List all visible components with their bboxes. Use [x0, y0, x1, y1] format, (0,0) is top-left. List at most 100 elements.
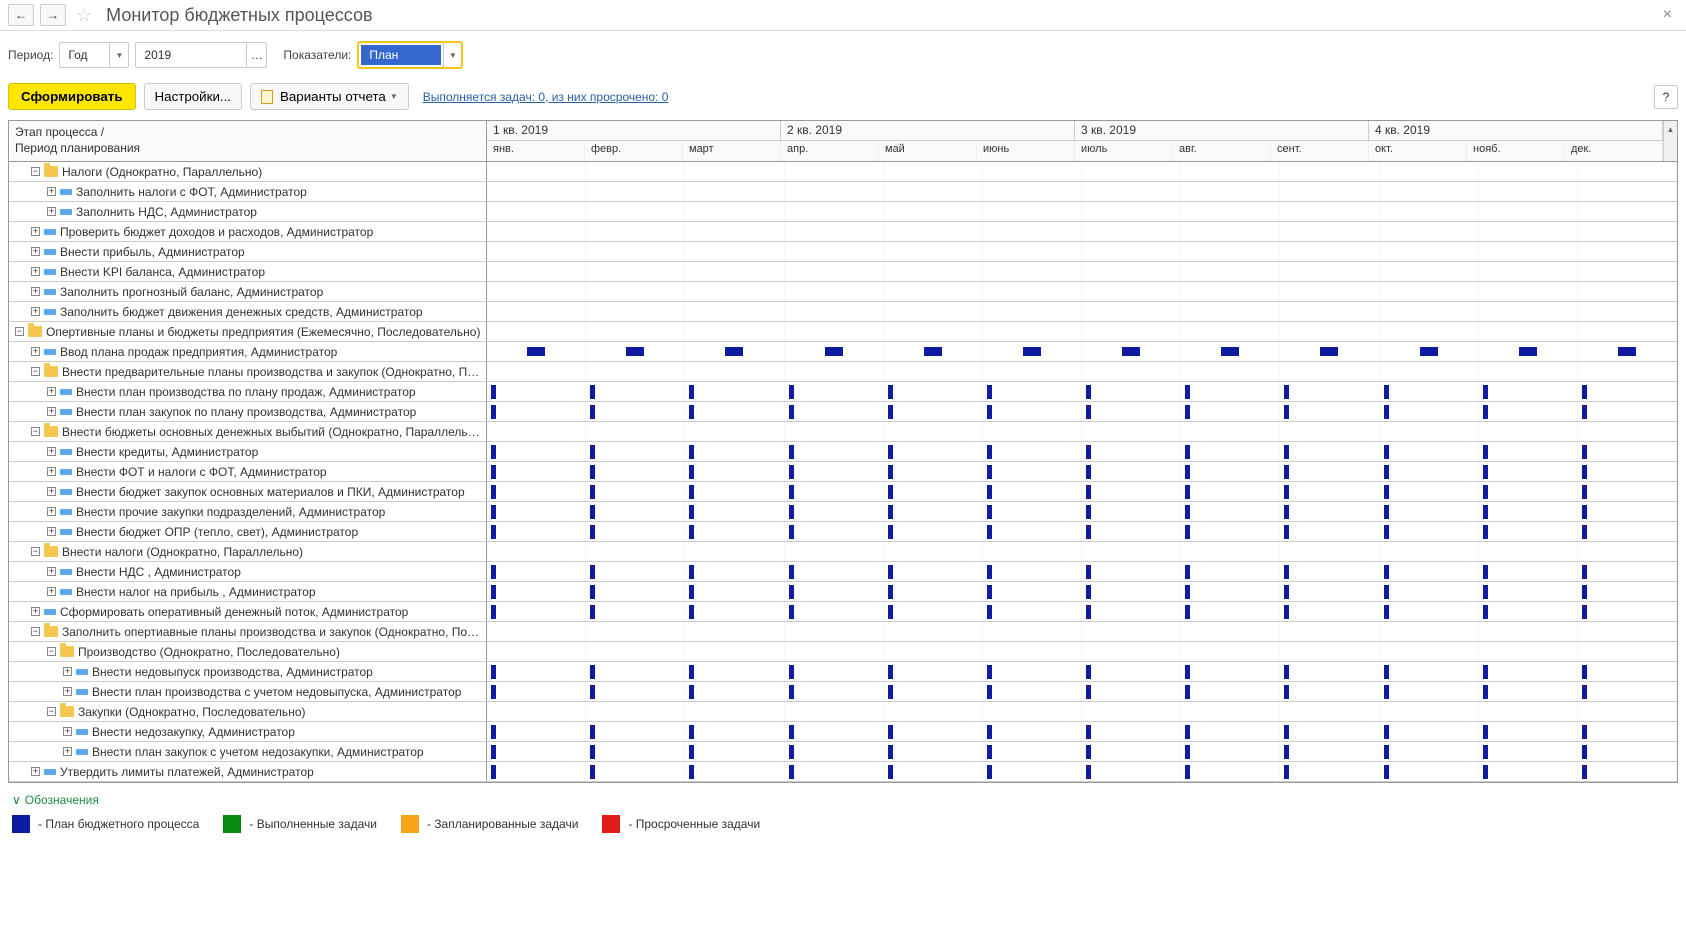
plan-bar[interactable] — [1384, 765, 1389, 779]
plan-bar[interactable] — [1122, 347, 1140, 356]
plan-bar[interactable] — [789, 445, 794, 459]
plan-bar[interactable] — [888, 565, 893, 579]
plan-bar[interactable] — [1185, 725, 1190, 739]
plan-bar[interactable] — [1483, 765, 1488, 779]
plan-bar[interactable] — [1284, 765, 1289, 779]
tree-cell[interactable]: +Заполнить НДС, Администратор — [9, 202, 487, 221]
plan-bar[interactable] — [1384, 665, 1389, 679]
plan-bar[interactable] — [1185, 385, 1190, 399]
plan-bar[interactable] — [987, 385, 992, 399]
plan-bar[interactable] — [789, 505, 794, 519]
plan-bar[interactable] — [1185, 445, 1190, 459]
tree-cell[interactable]: −Производство (Однократно, Последователь… — [9, 642, 487, 661]
expand-icon[interactable]: + — [31, 227, 40, 236]
plan-bar[interactable] — [789, 685, 794, 699]
plan-bar[interactable] — [888, 585, 893, 599]
plan-bar[interactable] — [1582, 605, 1587, 619]
plan-bar[interactable] — [1284, 485, 1289, 499]
plan-bar[interactable] — [1582, 405, 1587, 419]
plan-bar[interactable] — [491, 485, 496, 499]
back-button[interactable]: ← — [8, 4, 34, 26]
tree-cell[interactable]: +Внести прочие закупки подразделений, Ад… — [9, 502, 487, 521]
plan-bar[interactable] — [1384, 605, 1389, 619]
plan-bar[interactable] — [888, 485, 893, 499]
plan-bar[interactable] — [689, 605, 694, 619]
plan-bar[interactable] — [1384, 525, 1389, 539]
collapse-icon[interactable]: − — [31, 627, 40, 636]
plan-bar[interactable] — [1582, 505, 1587, 519]
plan-bar[interactable] — [590, 765, 595, 779]
plan-bar[interactable] — [789, 745, 794, 759]
expand-icon[interactable]: + — [47, 387, 56, 396]
tree-cell[interactable]: +Внести план закупок с учетом недозакупк… — [9, 742, 487, 761]
generate-button[interactable]: Сформировать — [8, 83, 136, 110]
tree-cell[interactable]: −Налоги (Однократно, Параллельно) — [9, 162, 487, 181]
tree-cell[interactable]: +Заполнить прогнозный баланс, Администра… — [9, 282, 487, 301]
plan-bar[interactable] — [689, 685, 694, 699]
plan-bar[interactable] — [1483, 525, 1488, 539]
collapse-icon[interactable]: − — [31, 427, 40, 436]
plan-bar[interactable] — [1582, 725, 1587, 739]
tree-cell[interactable]: +Внести НДС , Администратор — [9, 562, 487, 581]
plan-bar[interactable] — [789, 405, 794, 419]
plan-bar[interactable] — [789, 385, 794, 399]
plan-bar[interactable] — [1483, 665, 1488, 679]
plan-bar[interactable] — [924, 347, 942, 356]
collapse-icon[interactable]: − — [47, 707, 56, 716]
plan-bar[interactable] — [1086, 685, 1091, 699]
plan-bar[interactable] — [689, 665, 694, 679]
plan-bar[interactable] — [590, 505, 595, 519]
scroll-up-icon[interactable]: ▲ — [1664, 121, 1677, 137]
plan-bar[interactable] — [725, 347, 743, 356]
plan-bar[interactable] — [1086, 405, 1091, 419]
plan-bar[interactable] — [888, 405, 893, 419]
plan-bar[interactable] — [689, 565, 694, 579]
plan-bar[interactable] — [1284, 405, 1289, 419]
plan-bar[interactable] — [590, 665, 595, 679]
plan-bar[interactable] — [491, 745, 496, 759]
plan-bar[interactable] — [888, 765, 893, 779]
expand-icon[interactable]: + — [63, 687, 72, 696]
plan-bar[interactable] — [888, 465, 893, 479]
collapse-icon[interactable]: − — [31, 547, 40, 556]
plan-bar[interactable] — [1185, 525, 1190, 539]
plan-bar[interactable] — [1519, 347, 1537, 356]
plan-bar[interactable] — [1582, 565, 1587, 579]
expand-icon[interactable]: + — [47, 207, 56, 216]
plan-bar[interactable] — [689, 765, 694, 779]
plan-bar[interactable] — [689, 405, 694, 419]
plan-bar[interactable] — [987, 565, 992, 579]
variants-button[interactable]: Варианты отчета ▼ — [250, 83, 409, 110]
plan-bar[interactable] — [1284, 565, 1289, 579]
plan-bar[interactable] — [1582, 465, 1587, 479]
plan-bar[interactable] — [491, 585, 496, 599]
plan-bar[interactable] — [1582, 445, 1587, 459]
tree-cell[interactable]: +Проверить бюджет доходов и расходов, Ад… — [9, 222, 487, 241]
plan-bar[interactable] — [789, 485, 794, 499]
plan-bar[interactable] — [1284, 745, 1289, 759]
plan-bar[interactable] — [888, 445, 893, 459]
plan-bar[interactable] — [1384, 405, 1389, 419]
plan-bar[interactable] — [590, 525, 595, 539]
plan-bar[interactable] — [689, 485, 694, 499]
tree-cell[interactable]: +Внести бюджет закупок основных материал… — [9, 482, 487, 501]
plan-bar[interactable] — [1086, 745, 1091, 759]
collapse-icon[interactable]: − — [15, 327, 24, 336]
plan-bar[interactable] — [1086, 385, 1091, 399]
plan-bar[interactable] — [987, 685, 992, 699]
tree-cell[interactable]: +Заполнить бюджет движения денежных сред… — [9, 302, 487, 321]
plan-bar[interactable] — [689, 385, 694, 399]
settings-button[interactable]: Настройки... — [144, 83, 242, 110]
plan-bar[interactable] — [1086, 485, 1091, 499]
plan-bar[interactable] — [1086, 465, 1091, 479]
tree-cell[interactable]: +Внести KPI баланса, Администратор — [9, 262, 487, 281]
plan-bar[interactable] — [825, 347, 843, 356]
plan-bar[interactable] — [1284, 585, 1289, 599]
plan-bar[interactable] — [1086, 725, 1091, 739]
plan-bar[interactable] — [1185, 485, 1190, 499]
plan-bar[interactable] — [689, 505, 694, 519]
plan-bar[interactable] — [1582, 745, 1587, 759]
plan-bar[interactable] — [1185, 605, 1190, 619]
plan-bar[interactable] — [1420, 347, 1438, 356]
tree-cell[interactable]: −Опертивные планы и бюджеты предприятия … — [9, 322, 487, 341]
